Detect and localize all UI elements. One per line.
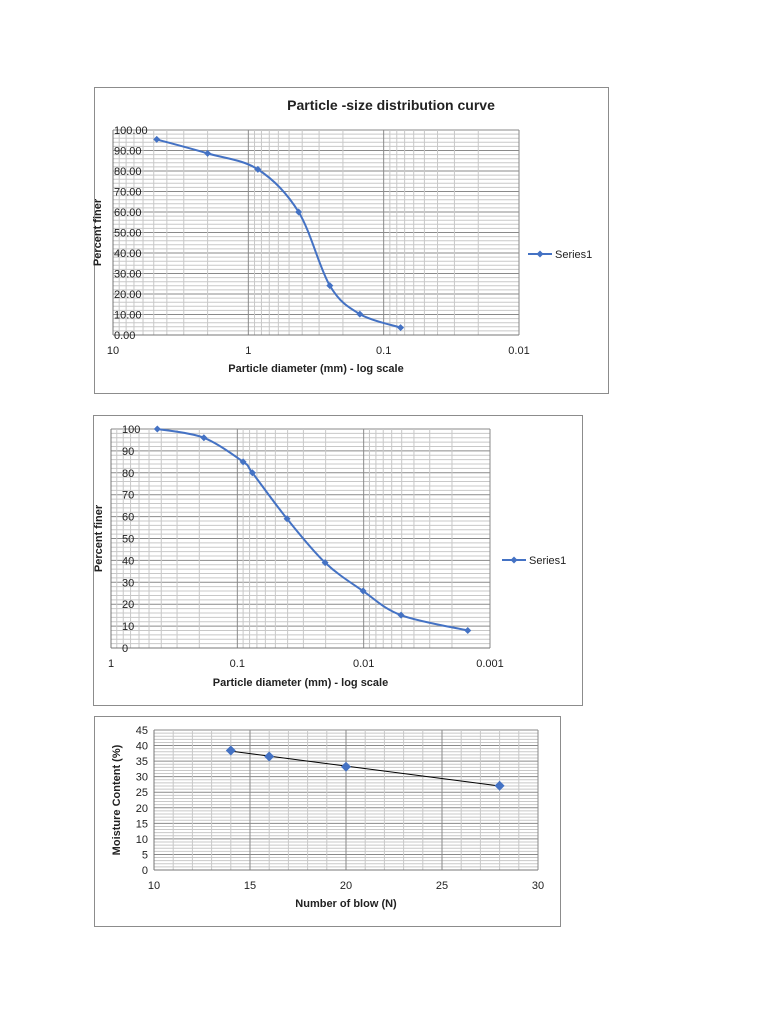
data-point	[283, 515, 291, 523]
y-tick-label: 40	[136, 741, 148, 753]
x-axis-title: Number of blow (N)	[295, 898, 397, 910]
y-tick-label: 100	[122, 424, 140, 436]
y-axis-title: Moisture Content (%)	[111, 744, 123, 855]
y-tick-label: 20.00	[114, 289, 142, 301]
data-point	[153, 425, 161, 433]
y-axis-title: Percent finer	[93, 504, 105, 572]
chart-1: 0.00 10.00 20.00 30.00 40.00 50.00 60.00 70.00 8…	[92, 87, 609, 394]
data-point	[464, 626, 472, 634]
x-tick-label: 25	[436, 880, 448, 892]
y-tick-label: 40.00	[114, 248, 142, 260]
y-tick-label: 30	[122, 577, 134, 589]
y-tick-label: 90	[122, 446, 134, 458]
y-tick-label: 0	[142, 865, 148, 877]
chart-title: Particle -size distribution curve	[287, 97, 495, 113]
y-tick-label: 30	[136, 772, 148, 784]
x-tick-label: 15	[244, 880, 256, 892]
y-tick-label: 60.00	[114, 207, 142, 219]
x-tick-label: 20	[340, 880, 352, 892]
x-axis-title: Particle diameter (mm) - log scale	[228, 363, 403, 375]
x-tick-label: 10	[107, 345, 119, 357]
data-point	[200, 434, 208, 442]
data-point	[204, 149, 212, 157]
x-tick-label: 10	[148, 880, 160, 892]
y-tick-label: 10.00	[114, 310, 142, 322]
x-tick-label: 30	[532, 880, 544, 892]
y-tick-label: 50	[122, 534, 134, 546]
data-point	[225, 745, 236, 756]
y-tick-label: 0.00	[114, 330, 135, 342]
y-tick-label: 15	[136, 818, 148, 830]
y-tick-label: 0	[122, 643, 128, 655]
y-tick-label: 10	[136, 834, 148, 846]
x-tick-label: 0.1	[230, 658, 245, 670]
y-tick-label: 20	[136, 803, 148, 815]
y-tick-label: 60	[122, 512, 134, 524]
y-tick-label: 80.00	[114, 166, 142, 178]
x-tick-label: 0.001	[476, 658, 504, 670]
y-tick-label: 90.00	[114, 146, 142, 158]
y-tick-label: 100.00	[114, 125, 148, 137]
data-point	[295, 208, 303, 216]
y-tick-label: 20	[122, 599, 134, 611]
data-point	[264, 751, 275, 762]
y-tick-label: 30.00	[114, 269, 142, 281]
x-tick-label: 1	[245, 345, 251, 357]
x-tick-label: 0.1	[376, 345, 391, 357]
data-point	[239, 458, 247, 466]
y-tick-label: 80	[122, 468, 134, 480]
legend-label: Series1	[555, 249, 592, 261]
chart-3: 0 5 10 15 20 25 30 35 40 45 10 15 20 25 30 Number of bl…	[94, 716, 561, 927]
data-point	[248, 469, 256, 477]
legend-marker	[536, 250, 544, 258]
y-tick-label: 40	[122, 555, 134, 567]
chart-2: 0 10 20 30 40 50 60 70 80 90 100 1 0.1 0.01 0.001 Parti…	[93, 415, 583, 706]
data-point	[326, 282, 334, 290]
x-tick-label: 0.01	[508, 345, 529, 357]
legend-marker	[510, 556, 518, 564]
data-point	[254, 165, 262, 173]
y-tick-label: 70	[122, 490, 134, 502]
data-point	[397, 611, 405, 619]
legend-label: Series1	[529, 555, 566, 567]
chart-frame	[94, 716, 561, 927]
data-point	[494, 780, 505, 791]
x-axis-title: Particle diameter (mm) - log scale	[213, 677, 388, 689]
data-point	[341, 761, 351, 772]
y-tick-label: 70.00	[114, 187, 142, 199]
data-point	[356, 310, 364, 318]
x-tick-label: 1	[108, 658, 114, 670]
y-tick-label: 10	[122, 621, 134, 633]
data-point	[321, 559, 329, 567]
y-axis-title: Percent finer	[92, 198, 104, 266]
data-point	[153, 135, 161, 143]
y-tick-label: 45	[136, 725, 148, 737]
y-tick-label: 25	[136, 787, 148, 799]
y-tick-label: 5	[142, 849, 148, 861]
data-point	[397, 324, 405, 332]
x-tick-label: 0.01	[353, 658, 374, 670]
data-point	[359, 587, 367, 595]
y-tick-label: 50.00	[114, 228, 142, 240]
trendline	[230, 750, 500, 787]
y-tick-label: 35	[136, 756, 148, 768]
